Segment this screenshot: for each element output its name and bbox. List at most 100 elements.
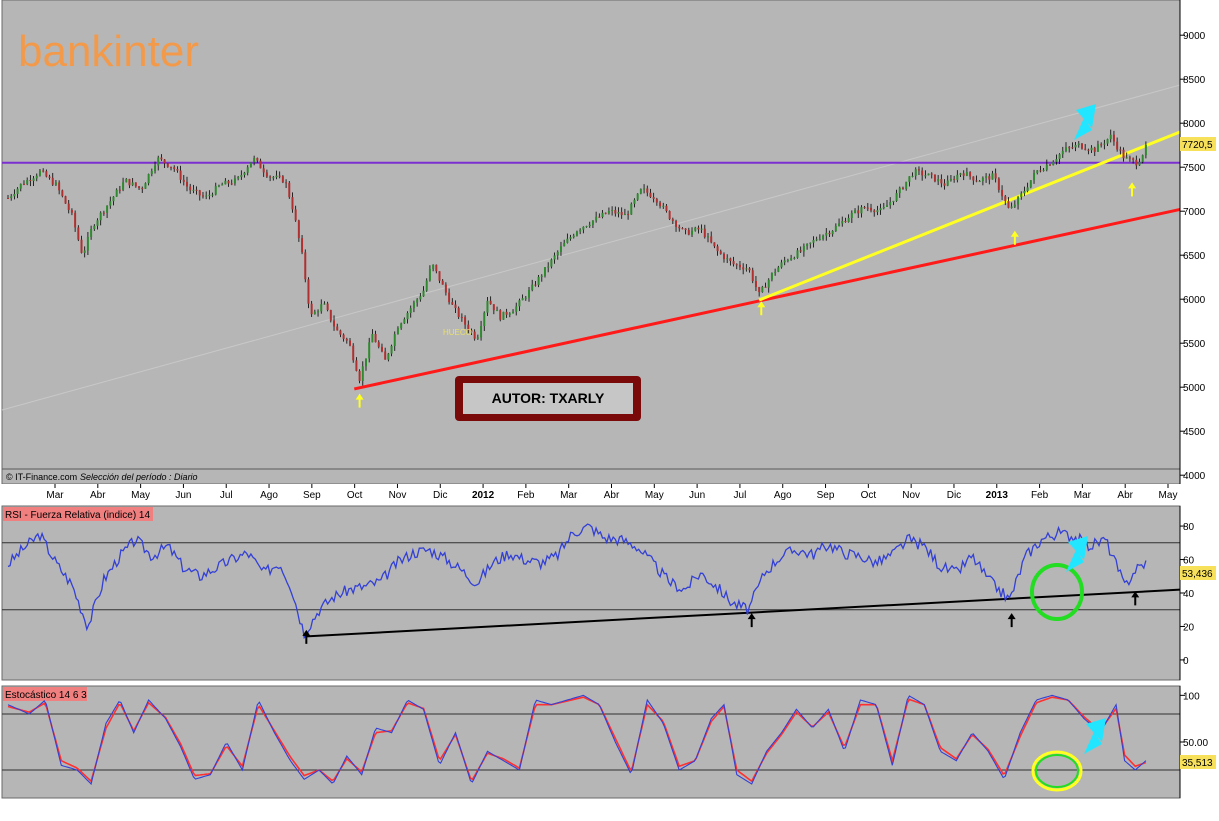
time-tick-label: May: [131, 490, 150, 501]
price-candle-body: [374, 333, 377, 343]
price-candle-body: [1116, 141, 1119, 150]
price-y-tick-label: 7000: [1183, 207, 1206, 218]
price-candle-body: [710, 236, 713, 243]
price-candle-body: [138, 186, 141, 189]
price-candle-body: [1071, 147, 1074, 149]
rsi-green-circle: [1030, 563, 1084, 621]
price-candle-body: [691, 230, 694, 235]
price-candle-body: [368, 342, 371, 359]
price-candle-body: [144, 183, 147, 189]
price-candle-body: [901, 187, 904, 189]
rsi-black-marker-head: [1007, 613, 1016, 620]
price-candle-body: [540, 275, 543, 277]
price-candle-body: [572, 235, 575, 238]
time-tick-label: Jul: [734, 490, 747, 501]
price-yellow-marker-head: [757, 301, 766, 308]
price-candle-body: [157, 157, 160, 166]
price-candle-body: [1023, 191, 1026, 194]
price-candle-body: [307, 279, 310, 304]
price-candle-body: [550, 259, 553, 267]
price-candle-body: [256, 158, 259, 161]
price-candle-body: [732, 261, 735, 265]
price-candle-body: [556, 251, 559, 256]
price-candle-body: [393, 334, 396, 346]
stoch-last-value-badge: 35,513: [1180, 755, 1216, 769]
price-candle-body: [476, 337, 479, 339]
price-y-axis: 4000 4500 5000 5500 6000 6500 7000 7500 8000 8500…: [1179, 0, 1206, 484]
price-candle-body: [1033, 172, 1036, 181]
red-support-trendline: [353, 207, 1181, 391]
rsi-last-value: 53,436: [1182, 569, 1213, 580]
logo: bankinter: [18, 27, 199, 76]
price-candle-body: [54, 182, 57, 185]
price-candle-body: [981, 177, 984, 182]
price-candle-body: [742, 267, 745, 270]
price-markers: [355, 182, 1137, 408]
price-candle-body: [96, 220, 99, 226]
price-candle-body: [758, 287, 761, 293]
price-candle-body: [882, 206, 885, 209]
price-y-tick-label: 7500: [1183, 163, 1206, 174]
price-candle-body: [694, 227, 697, 231]
price-candle-body: [182, 179, 185, 182]
price-candle-body: [345, 338, 348, 341]
price-candle-body: [176, 169, 179, 171]
author-box: AUTOR: TXARLY: [455, 376, 641, 421]
price-candle-body: [499, 310, 502, 320]
price-candle-body: [1055, 159, 1058, 162]
author-label: AUTOR: TXARLY: [492, 390, 605, 406]
price-candle-body: [86, 236, 89, 251]
price-candle-body: [1141, 155, 1144, 162]
price-candle-body: [243, 172, 246, 176]
price-candle-body: [559, 246, 562, 252]
price-candle-body: [825, 232, 828, 236]
price-candle-body: [636, 193, 639, 200]
price-candle-body: [80, 239, 83, 253]
price-candle-body: [467, 324, 470, 331]
price-candle-body: [201, 195, 204, 197]
price-candle-body: [774, 271, 777, 273]
price-candle-body: [639, 189, 642, 194]
price-candle-body: [396, 328, 399, 335]
price-candle-body: [946, 180, 949, 186]
price-candle-body: [908, 176, 911, 182]
price-candle-body: [122, 182, 125, 190]
price-candle-body: [349, 340, 352, 346]
price-candle-body: [754, 280, 757, 288]
price-candle-body: [563, 242, 566, 247]
cyan-arrow-rsi-head: [1068, 536, 1088, 560]
price-candle-body: [390, 345, 393, 354]
stoch-green-circle: [1035, 754, 1079, 788]
price-candle-body: [815, 239, 818, 241]
price-candle-body: [985, 176, 988, 178]
price-candle-body: [1109, 134, 1112, 140]
price-candle-body: [339, 330, 342, 335]
faint-trendline: [1, 84, 1181, 411]
price-candle-body: [738, 264, 741, 268]
price-candle-body: [956, 174, 959, 180]
price-candle-body: [895, 193, 898, 201]
price-candle-body: [1001, 189, 1004, 197]
price-candle-body: [933, 174, 936, 182]
price-candle-body: [64, 196, 67, 204]
price-candle-body: [806, 243, 809, 247]
price-candle-body: [483, 312, 486, 327]
price-candle-body: [333, 320, 336, 327]
time-tick-label: Ago: [260, 490, 278, 501]
price-candle-body: [1058, 154, 1061, 160]
price-candle-body: [793, 257, 796, 259]
price-candle-body: [726, 258, 729, 260]
time-tick-label: Sep: [817, 490, 835, 501]
price-candle-body: [384, 351, 387, 360]
price-candle-body: [1096, 144, 1099, 152]
price-candle-body: [892, 200, 895, 203]
price-candle-body: [224, 180, 227, 185]
price-candle-body: [512, 311, 515, 314]
time-tick-label: Jul: [220, 490, 233, 501]
price-candle-body: [614, 210, 617, 214]
price-candle-body: [77, 227, 80, 240]
price-candle-body: [310, 303, 313, 315]
price-candle-body: [1093, 147, 1096, 152]
price-candle-body: [623, 214, 626, 216]
rsi-y-tick-label: 80: [1183, 522, 1195, 533]
